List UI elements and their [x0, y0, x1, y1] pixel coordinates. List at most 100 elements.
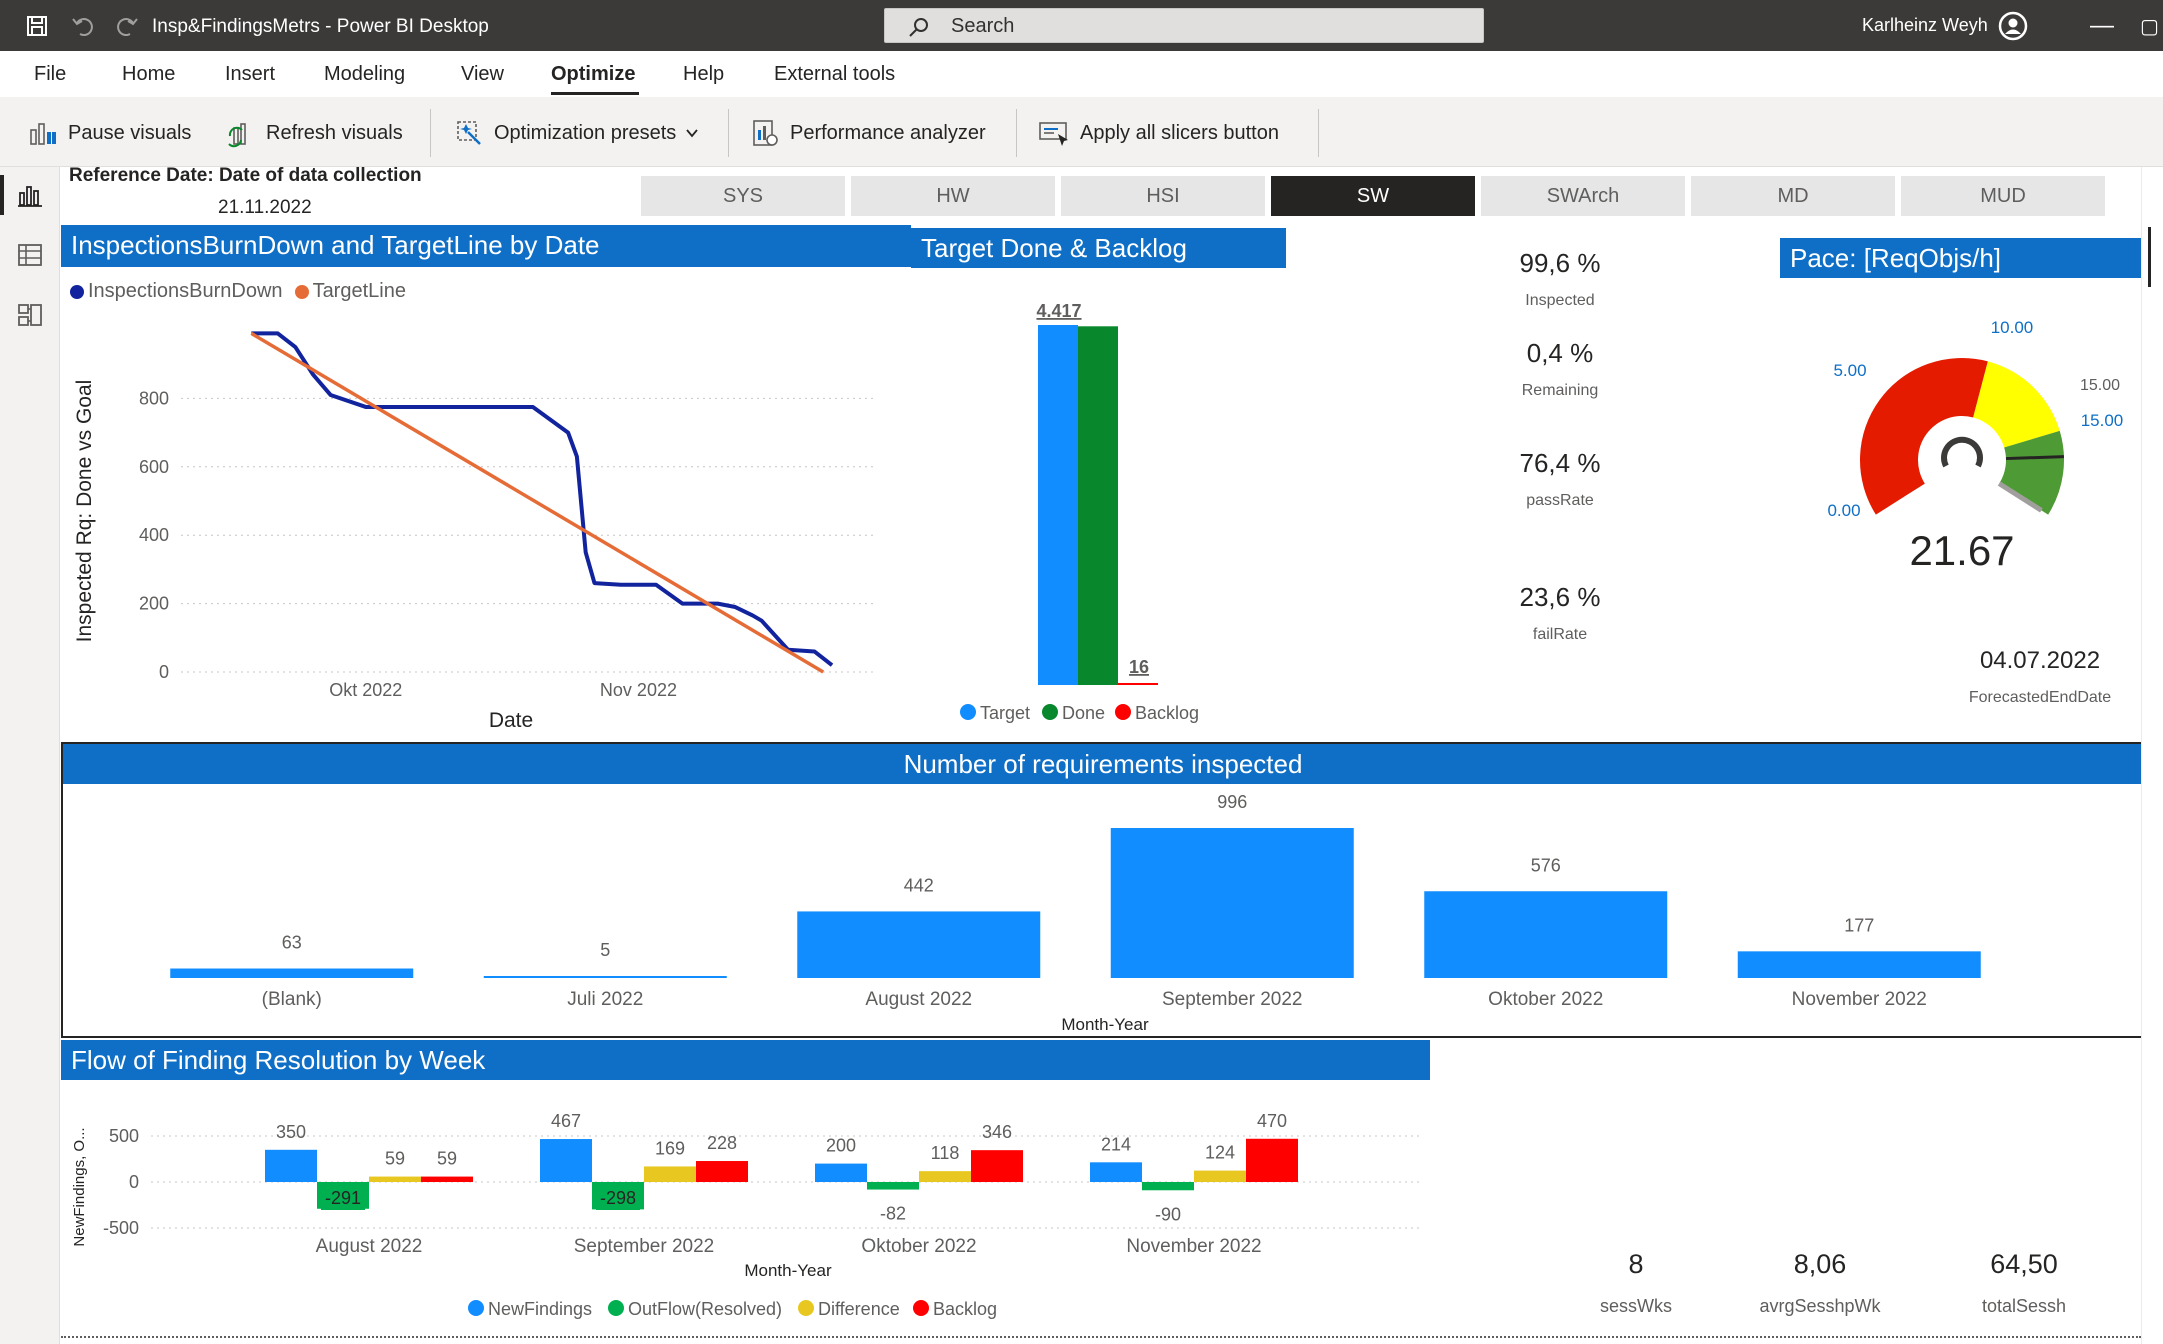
collapsed-pane-handle[interactable]	[2148, 227, 2151, 287]
burndown-legend: InspectionsBurnDown TargetLine	[70, 280, 406, 303]
flow-bar-difference	[1194, 1170, 1246, 1182]
y-tick-label: 600	[139, 457, 169, 477]
menu-home[interactable]: Home	[122, 63, 176, 85]
req-data-label: 63	[282, 933, 302, 953]
menu-optimize[interactable]: Optimize	[551, 63, 636, 85]
y-tick-label: 800	[139, 388, 169, 408]
data-view-icon[interactable]	[16, 241, 44, 269]
gauge-value: 21.67	[1909, 527, 2014, 574]
y-tick-label: 200	[139, 594, 169, 614]
x-tick-label: Okt 2022	[329, 680, 402, 700]
model-view-icon[interactable]	[16, 301, 44, 329]
canvas-bottom-border	[61, 1336, 2141, 1338]
flow-data-label: 59	[437, 1149, 457, 1169]
undo-icon[interactable]	[68, 11, 98, 41]
done-bar	[1078, 326, 1118, 685]
optimization-presets-button[interactable]: Optimization presets	[454, 117, 710, 149]
flow-data-label: 228	[707, 1133, 737, 1153]
tab-hsi[interactable]: HSI	[1061, 176, 1265, 216]
flow-data-label: 200	[826, 1136, 856, 1156]
performance-analyzer-label: Performance analyzer	[790, 121, 986, 144]
x-tick-label: Nov 2022	[600, 680, 677, 700]
tab-sys[interactable]: SYS	[641, 176, 845, 216]
refresh-visuals-button[interactable]: Refresh visuals	[226, 117, 403, 149]
search-icon	[909, 18, 928, 37]
bottom-kpi-label-sesswks: sessWks	[1600, 1296, 1672, 1316]
user-avatar-icon[interactable]	[1998, 11, 2028, 41]
redo-icon[interactable]	[112, 11, 142, 41]
legend-dot-target	[294, 284, 309, 299]
menu-external-tools[interactable]: External tools	[774, 63, 896, 85]
flow-bar-newfindings	[265, 1149, 317, 1182]
menu-insert[interactable]: Insert	[225, 63, 276, 85]
kpi-label-failrate: failRate	[1532, 626, 1588, 643]
maximize-icon[interactable]: ▢	[2140, 16, 2159, 38]
search-box[interactable]: Search	[884, 8, 1484, 43]
burndown-chart[interactable]: 0 200 400 600 800 Okt 2022 Nov 2022 Date Inspect…	[61, 310, 891, 740]
menu-modeling[interactable]: Modeling	[324, 63, 406, 85]
gauge-target-label: 15.00	[2081, 411, 2124, 430]
active-menu-underline	[551, 92, 639, 95]
req-category-label: August 2022	[865, 989, 972, 1010]
apply-all-slicers-button[interactable]: Apply all slicers button	[1038, 117, 1279, 149]
title-bar: Insp&FindingsMetrs - Power BI Desktop Se…	[0, 0, 2163, 51]
bottom-kpi-value-sesswks: 8	[1628, 1249, 1644, 1279]
kpi-label-passrate: passRate	[1526, 492, 1594, 509]
minimize-icon[interactable]: —	[2090, 12, 2114, 39]
legend-burndown: InspectionsBurnDown	[88, 280, 283, 302]
tab-swarch[interactable]: SWArch	[1481, 176, 1685, 216]
req-inspected-chart[interactable]: 63 (Blank) 5 Juli 2022 442 August 2022 996 Sept…	[63, 786, 2143, 1036]
pace-gauge[interactable]: 0.00 5.00 10.00 15.00 15.00 21.67	[1780, 300, 2140, 590]
menu-file[interactable]: File	[34, 63, 67, 85]
menu-view[interactable]: View	[461, 63, 504, 85]
target-done-chart[interactable]: 4.417 16 Target Done Backlog	[960, 280, 1220, 740]
user-name[interactable]: Karlheinz Weyh	[1862, 15, 1988, 35]
ribbon-separator	[728, 109, 729, 157]
flow-data-label: 169	[655, 1138, 685, 1158]
flow-category-label: September 2022	[574, 1236, 715, 1257]
flow-chart[interactable]: 500 0 -500 NewFindings, O... 350 -291 59 59 Augu…	[61, 1085, 1431, 1335]
gauge-target-marker	[2005, 455, 2064, 461]
flow-data-label-bg	[321, 1186, 365, 1210]
refresh-visuals-label: Refresh visuals	[266, 121, 403, 144]
tab-sw[interactable]: SW	[1271, 176, 1475, 216]
flow-data-label: -291	[325, 1188, 361, 1208]
forecast-value: 04.07.2022	[1979, 647, 2101, 674]
target-bar	[1038, 325, 1078, 685]
gauge-max-label: 15.00	[2080, 377, 2120, 394]
req-bar	[170, 968, 414, 978]
pause-visuals-icon	[30, 123, 56, 145]
view-switcher	[0, 167, 60, 1344]
active-view-indicator	[0, 175, 4, 215]
ribbon-separator	[430, 109, 431, 157]
req-data-label: 442	[904, 875, 934, 895]
flow-x-axis-title: Month-Year	[744, 1261, 832, 1280]
gauge-min-label: 0.00	[1827, 501, 1860, 520]
target-done-title: Target Done & Backlog	[911, 228, 1286, 268]
refresh-visuals-icon	[228, 123, 246, 148]
tab-mud[interactable]: MUD	[1901, 176, 2105, 216]
flow-data-label: 350	[276, 1122, 306, 1142]
y-tick-label: 0	[159, 662, 169, 682]
flow-bar-difference	[369, 1176, 421, 1182]
backlog-data-label: 16	[1129, 657, 1149, 677]
legend-label: Backlog	[1135, 703, 1199, 723]
burndown-title: InspectionsBurnDown and TargetLine by Da…	[61, 225, 911, 267]
report-view-icon[interactable]	[16, 181, 44, 209]
y-tick-label: -500	[103, 1218, 139, 1238]
performance-analyzer-icon	[753, 120, 778, 146]
pause-visuals-button[interactable]: Pause visuals	[28, 117, 191, 149]
legend-label: OutFlow(Resolved)	[628, 1299, 782, 1319]
legend-dot	[960, 704, 976, 720]
legend-label: Done	[1062, 703, 1105, 723]
flow-data-label: -82	[880, 1204, 906, 1224]
tab-hw[interactable]: HW	[851, 176, 1055, 216]
performance-analyzer-button[interactable]: Performance analyzer	[750, 117, 986, 149]
flow-y-axis-title: NewFindings, O...	[71, 1127, 88, 1246]
tab-md[interactable]: MD	[1691, 176, 1895, 216]
req-data-label: 5	[600, 940, 610, 960]
legend-dot	[913, 1300, 929, 1316]
save-icon[interactable]	[22, 11, 52, 41]
apply-slicers-icon	[1039, 122, 1068, 146]
menu-help[interactable]: Help	[683, 63, 725, 85]
